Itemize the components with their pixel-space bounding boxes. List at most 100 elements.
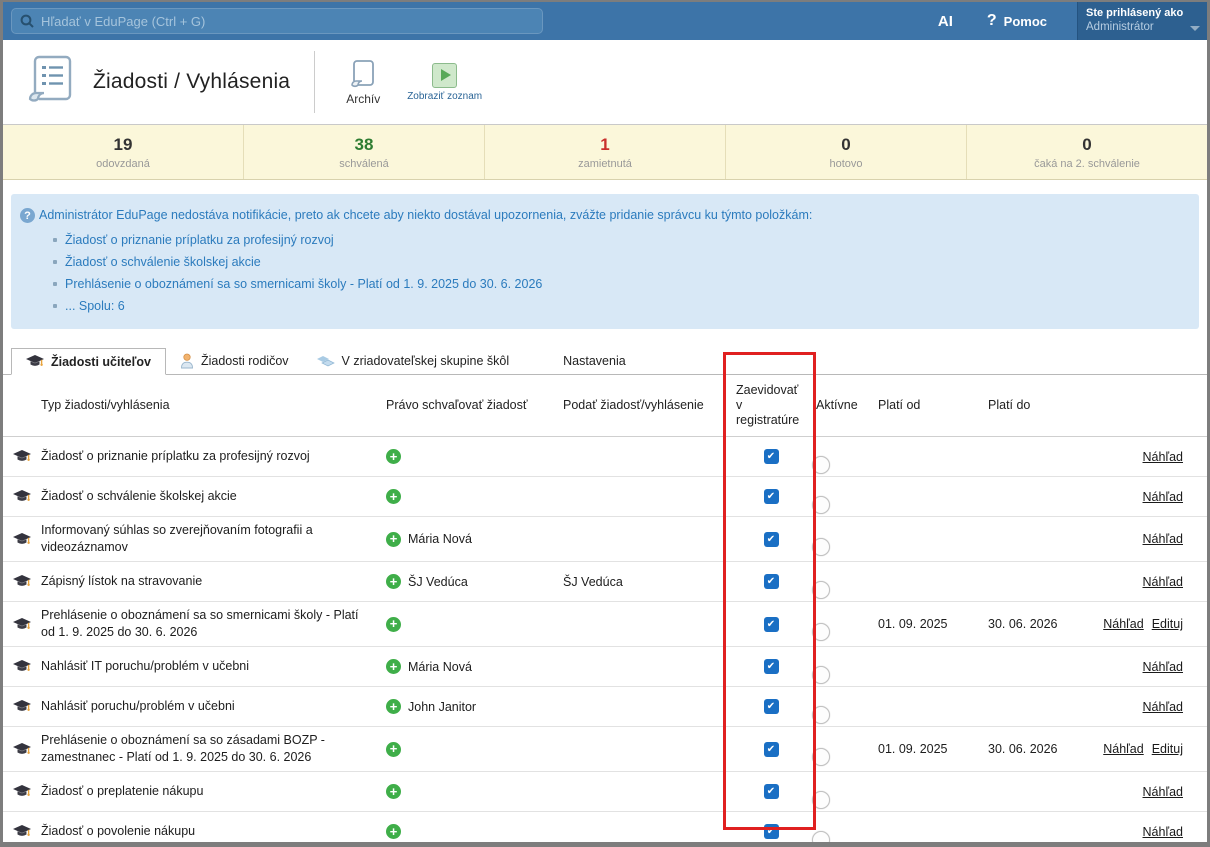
add-approver-button[interactable]: + — [386, 616, 401, 632]
request-type-title: Žiadosť o priznanie príplatku za profesi… — [41, 449, 310, 463]
help-button[interactable]: ? Pomoc — [987, 12, 1047, 30]
row-actions: Náhľad — [1093, 825, 1207, 839]
registry-checkbox[interactable]: ✔ — [763, 616, 779, 632]
registry-checkbox[interactable]: ✔ — [763, 699, 779, 714]
logged-in-user-value: Administrátor — [1086, 21, 1154, 33]
graduation-cap-icon — [13, 742, 31, 754]
registry-checkbox[interactable]: ✔ — [763, 659, 779, 674]
question-mark-icon: ? — [986, 12, 997, 29]
tab-label: Nastavenia — [563, 354, 626, 368]
info-list-item[interactable]: Žiadosť o schválenie školskej akcie — [39, 251, 1183, 273]
registry-checkbox[interactable]: ✔ — [763, 449, 779, 464]
search-input[interactable] — [41, 13, 534, 29]
add-approver-button[interactable]: + — [386, 531, 401, 547]
col-header-active: Aktívne — [816, 398, 858, 412]
col-header-valid-to: Platí do — [988, 398, 1031, 412]
request-type-title: Žiadosť o schválenie školskej akcie — [41, 489, 237, 503]
tab-label: V zriadovateľskej skupine škôl — [341, 354, 510, 368]
preview-link[interactable]: Náhľad — [1142, 784, 1183, 799]
row-actions: Náhľad — [1093, 660, 1207, 674]
registry-checkbox[interactable]: ✔ — [763, 741, 779, 757]
request-type-title: Zápisný lístok na stravovanie — [41, 574, 203, 588]
stat-waiting-second-approval[interactable]: 0 čaká na 2. schválenie — [967, 125, 1207, 179]
registry-checkbox[interactable]: ✔ — [763, 531, 779, 547]
table-row: Prehlásenie o oboznámení sa so zásadami … — [3, 727, 1207, 772]
registry-checkbox[interactable]: ✔ — [763, 784, 779, 799]
stat-rejected[interactable]: 1 zamietnutá — [485, 125, 726, 179]
add-approver-button[interactable]: + — [386, 659, 401, 674]
request-type-title: Nahlásiť IT poruchu/problém v učebni — [41, 659, 250, 673]
add-approver-button[interactable]: + — [386, 489, 401, 504]
table-row: Žiadosť o schválenie školskej akcie + ✔ … — [3, 477, 1207, 517]
preview-link[interactable]: Náhľad — [1142, 532, 1183, 546]
registry-checkbox[interactable]: ✔ — [763, 824, 779, 839]
tab-settings[interactable]: Nastavenia — [549, 348, 640, 374]
info-list-item[interactable]: Prehlásenie o oboznámení sa so smernicam… — [39, 273, 1183, 295]
table-row: Zápisný lístok na stravovanie + ŠJ Vedúc… — [3, 562, 1207, 602]
row-actions: Náhľad — [1093, 490, 1207, 504]
status-summary-bar: 19 odovzdaná 38 schválená 1 zamietnutá 0… — [3, 124, 1207, 180]
stat-value: 19 — [113, 134, 133, 154]
info-intro-text: Administrátor EduPage nedostáva notifiká… — [39, 208, 813, 222]
request-type-title: Prehlásenie o oboznámení sa so zásadami … — [41, 733, 325, 764]
preview-link[interactable]: Náhľad — [1142, 824, 1183, 839]
topbar: AI ? Pomoc Ste prihlásený ako Administrá… — [3, 2, 1207, 40]
preview-link[interactable]: Náhľad — [1142, 699, 1183, 714]
stat-value: 0 — [1082, 134, 1092, 154]
school-group-icon — [316, 355, 335, 366]
logged-in-user-menu[interactable]: Ste prihlásený ako Administrátor — [1077, 2, 1207, 40]
registry-checkbox[interactable]: ✔ — [763, 489, 779, 504]
row-actions: Náhľad — [1093, 785, 1207, 799]
edit-link[interactable]: Edituj — [1151, 742, 1183, 756]
row-actions: Náhľad — [1093, 450, 1207, 464]
preview-link[interactable]: Náhľad — [1103, 617, 1144, 631]
add-approver-button[interactable]: + — [386, 449, 401, 464]
add-approver-button[interactable]: + — [386, 574, 401, 589]
valid-from-value: 01. 09. 2025 — [878, 742, 948, 756]
stat-value: 1 — [600, 134, 610, 154]
tab-founder-school-group[interactable]: V zriadovateľskej skupine škôl — [303, 348, 524, 374]
col-header-valid-from: Platí od — [878, 398, 921, 412]
edit-link[interactable]: Edituj — [1151, 617, 1183, 631]
graduation-cap-icon — [13, 825, 31, 836]
preview-link[interactable]: Náhľad — [1142, 659, 1183, 674]
page-title: Žiadosti / Vyhlásenia — [93, 70, 291, 93]
show-list-button[interactable]: Zobraziť zoznam — [407, 62, 482, 102]
preview-link[interactable]: Náhľad — [1142, 574, 1183, 589]
registry-checkbox[interactable]: ✔ — [763, 574, 779, 589]
module-header: Žiadosti / Vyhlásenia Archív Zobraziť zo… — [3, 40, 1207, 124]
topbar-right: AI ? Pomoc Ste prihlásený ako Administrá… — [938, 2, 1207, 40]
col-header-type: Typ žiadosti/vyhlásenia — [41, 398, 170, 412]
stat-value: 0 — [841, 134, 851, 154]
stat-submitted[interactable]: 19 odovzdaná — [3, 125, 244, 179]
add-approver-button[interactable]: + — [386, 699, 401, 714]
graduation-cap-icon — [13, 450, 31, 461]
stat-approved[interactable]: 38 schválená — [244, 125, 485, 179]
row-actions: Náhľad Edituj — [1093, 742, 1207, 756]
graduation-cap-icon — [13, 660, 31, 671]
preview-link[interactable]: Náhľad — [1103, 742, 1144, 756]
help-label: Pomoc — [1003, 13, 1047, 29]
add-approver-button[interactable]: + — [386, 784, 401, 799]
logged-in-as-label: Ste prihlásený ako — [1086, 7, 1184, 19]
valid-from-value: 01. 09. 2025 — [878, 617, 948, 631]
info-list-item[interactable]: ... Spolu: 6 — [39, 295, 1183, 317]
row-actions: Náhľad — [1093, 532, 1207, 546]
row-actions: Náhľad Edituj — [1093, 617, 1207, 631]
approver-name: John Janitor — [408, 699, 477, 714]
tab-parent-requests[interactable]: Žiadosti rodičov — [166, 348, 303, 374]
graduation-cap-icon — [13, 700, 31, 711]
tab-teacher-requests[interactable]: Žiadosti učiteľov — [11, 348, 166, 375]
stat-done[interactable]: 0 hotovo — [726, 125, 967, 179]
global-search[interactable] — [11, 8, 543, 34]
add-approver-button[interactable]: + — [386, 824, 401, 839]
preview-link[interactable]: Náhľad — [1142, 489, 1183, 504]
archive-button[interactable]: Archív — [337, 59, 389, 106]
info-list-item[interactable]: Žiadosť o priznanie príplatku za profesi… — [39, 229, 1183, 251]
add-approver-button[interactable]: + — [386, 741, 401, 757]
info-question-icon: ? — [20, 208, 35, 223]
ai-button[interactable]: AI — [937, 12, 953, 30]
table-row: Nahlásiť IT poruchu/problém v učebni + M… — [3, 647, 1207, 687]
requests-module-icon — [27, 54, 75, 111]
preview-link[interactable]: Náhľad — [1142, 449, 1183, 464]
